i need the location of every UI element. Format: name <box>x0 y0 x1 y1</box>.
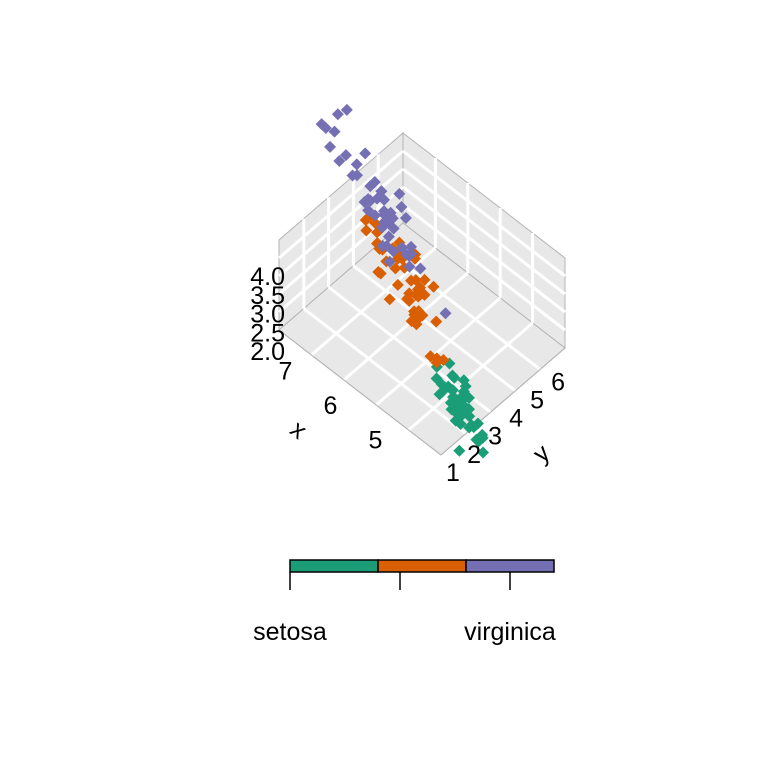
legend-label-setosa: setosa <box>253 618 327 646</box>
y-tick-label: 4 <box>509 405 523 433</box>
data-point-virginica <box>331 108 344 121</box>
data-point-virginica <box>387 245 400 258</box>
legend-swatch-setosa <box>289 559 379 573</box>
data-point-setosa <box>448 371 461 384</box>
data-point-group <box>315 103 490 459</box>
data-point-virginica <box>368 176 381 189</box>
data-point-virginica <box>383 255 396 268</box>
data-point-setosa <box>457 385 470 398</box>
floor-gridline <box>352 264 517 392</box>
data-point-virginica <box>328 125 341 138</box>
data-point-versicolor <box>412 305 425 318</box>
floor-gridline <box>342 271 469 382</box>
y-tick-label: 6 <box>551 368 565 396</box>
data-point-setosa <box>435 378 448 391</box>
x-tick-label: 6 <box>324 392 338 420</box>
floor-edge <box>440 347 566 456</box>
data-point-virginica <box>387 222 400 235</box>
side-wall-gridline <box>402 203 566 332</box>
data-point-versicolor <box>372 265 385 278</box>
data-point-versicolor <box>405 274 418 287</box>
data-point-setosa <box>433 388 446 401</box>
floor-gridline <box>302 307 467 435</box>
data-point-setosa <box>446 384 459 397</box>
data-point-setosa <box>454 417 467 430</box>
side-wall-gridline <box>402 167 566 296</box>
z-tick-label: 4.0 <box>250 263 285 291</box>
data-point-virginica <box>393 187 406 200</box>
data-point-virginica <box>333 154 346 167</box>
floor-gridline <box>310 246 437 357</box>
side-wall-gridline <box>402 185 566 314</box>
data-point-versicolor <box>427 280 440 293</box>
data-point-setosa <box>476 431 489 444</box>
data-point-versicolor <box>409 288 422 301</box>
z-tick-label: 3.0 <box>250 301 285 329</box>
data-point-virginica <box>405 240 418 253</box>
data-point-virginica <box>382 230 395 243</box>
data-point-virginica <box>395 201 408 214</box>
y-tick-label: 3 <box>488 423 502 451</box>
data-point-virginica <box>439 307 452 320</box>
data-point-versicolor <box>383 293 396 306</box>
data-point-virginica <box>414 262 427 275</box>
legend-swatch-versicolor <box>377 559 467 573</box>
z-tick-label: 3.5 <box>250 282 285 310</box>
legend: setosa virginica <box>253 559 556 646</box>
y-tick-label: 1 <box>446 459 460 487</box>
z-tick-label: 2.5 <box>250 319 285 347</box>
y-tick-label: 5 <box>530 386 544 414</box>
data-point-versicolor <box>389 262 402 275</box>
data-point-virginica <box>403 249 416 262</box>
x-tick-label: 5 <box>369 427 383 455</box>
data-point-virginica <box>359 147 372 160</box>
y-tick-label: 2 <box>467 441 481 469</box>
floor-edge <box>278 329 442 456</box>
floor-gridline <box>407 321 534 432</box>
data-point-virginica <box>350 158 363 171</box>
legend-swatch-virginica <box>465 559 555 573</box>
data-point-virginica <box>346 169 359 182</box>
data-point-setosa <box>457 374 470 387</box>
data-point-virginica <box>375 185 388 198</box>
back-wall-gridline <box>278 185 404 296</box>
data-point-setosa <box>477 446 490 459</box>
data-point-virginica <box>339 149 352 162</box>
data-point-versicolor <box>401 292 414 305</box>
data-point-setosa <box>456 394 469 407</box>
data-point-versicolor <box>430 315 443 328</box>
data-point-virginica <box>319 122 332 135</box>
data-point-versicolor <box>418 273 431 286</box>
data-point-versicolor <box>391 278 404 291</box>
data-point-virginica <box>362 193 375 206</box>
data-point-virginica <box>340 103 353 116</box>
data-point-setosa <box>467 421 480 434</box>
legend-label-virginica: virginica <box>464 618 556 646</box>
x-tick-label: 7 <box>279 357 293 385</box>
data-point-virginica <box>399 212 412 225</box>
side-wall-gridline <box>402 149 566 278</box>
data-point-versicolor <box>430 356 443 369</box>
data-point-virginica <box>369 209 382 222</box>
data-point-virginica <box>403 260 416 273</box>
data-point-versicolor <box>408 252 421 265</box>
floor-gridline <box>375 296 502 407</box>
z-tick-label: 2.0 <box>250 338 285 366</box>
data-point-virginica <box>324 140 337 153</box>
data-point-versicolor <box>360 224 373 237</box>
data-point-setosa <box>451 405 464 418</box>
data-point-setosa <box>453 444 466 457</box>
data-point-versicolor <box>410 318 423 331</box>
back-wall-gridline <box>278 149 404 260</box>
data-point-virginica <box>384 206 397 219</box>
data-point-virginica <box>376 239 389 252</box>
data-point-virginica <box>378 216 391 229</box>
